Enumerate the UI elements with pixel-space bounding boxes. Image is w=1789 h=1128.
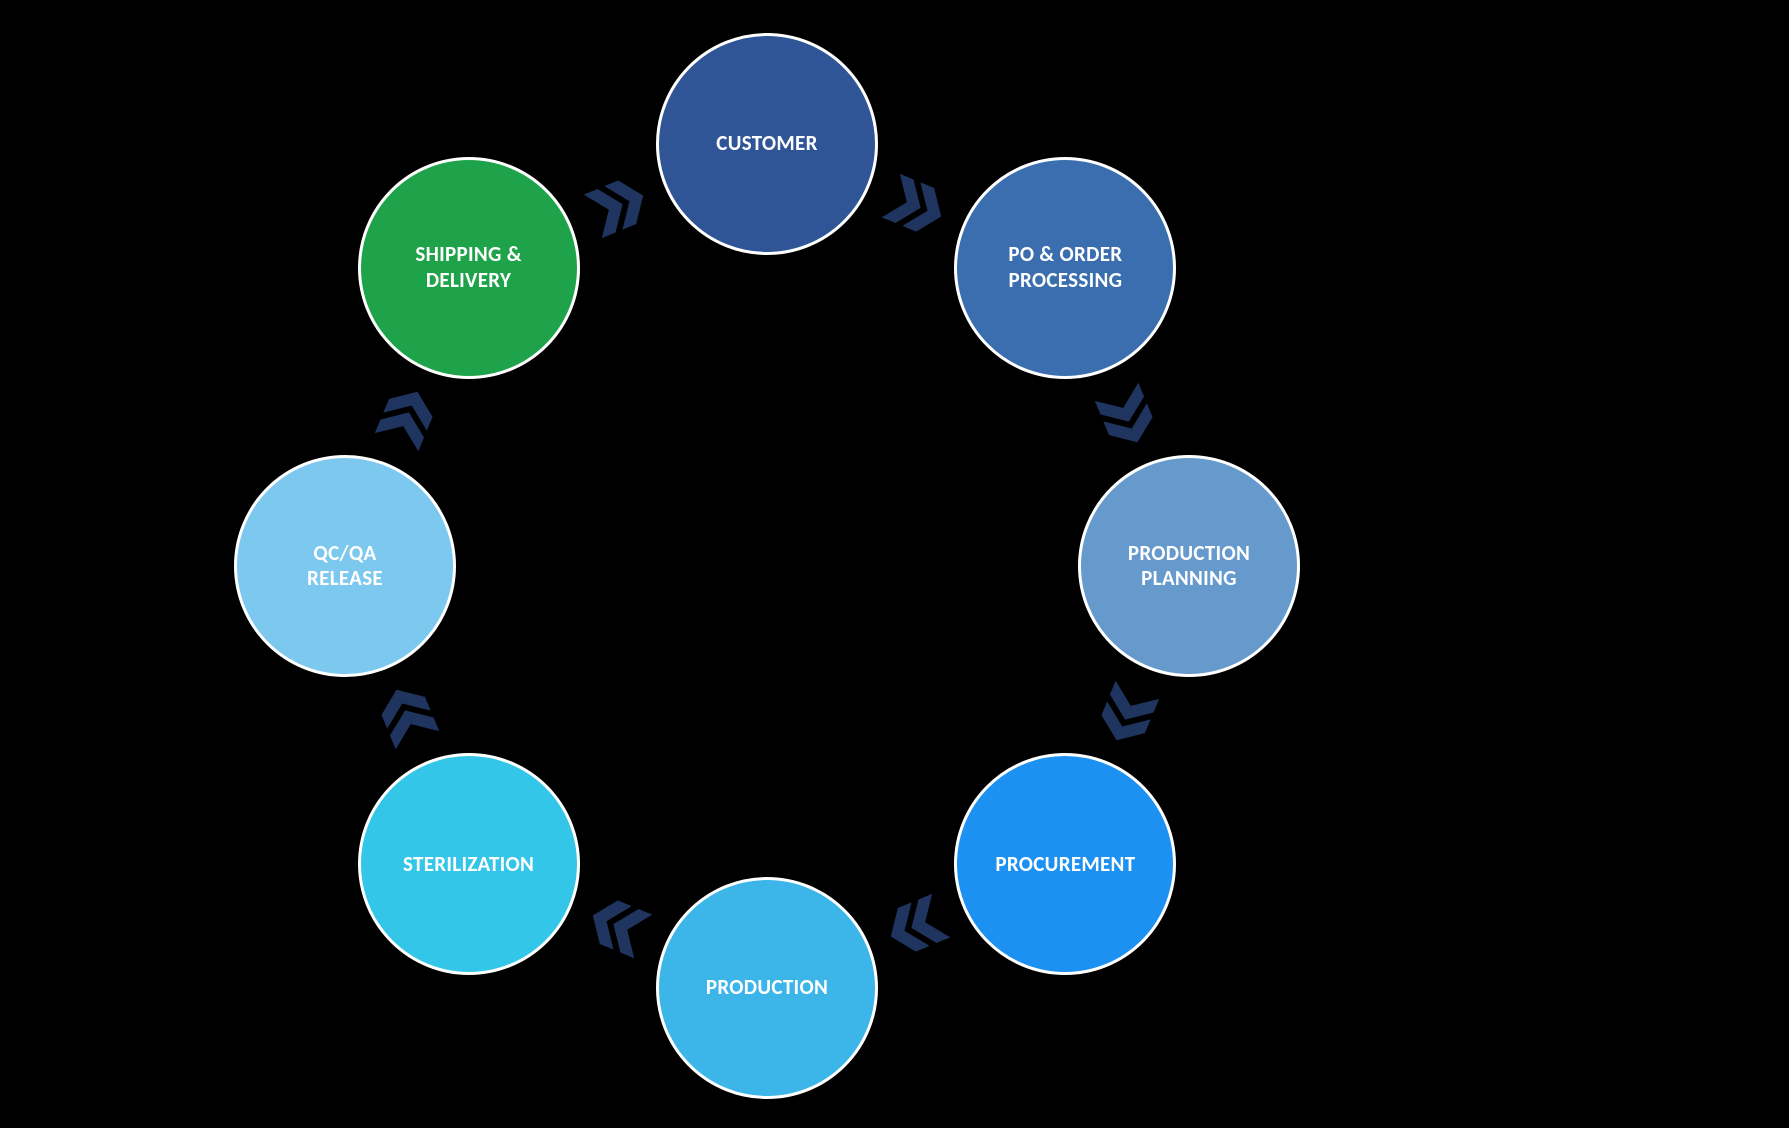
node-shipping-delivery: SHIPPING &DELIVERY	[358, 157, 580, 379]
node-production-planning: PRODUCTIONPLANNING	[1078, 455, 1300, 677]
node-sterilization: STERILIZATION	[358, 753, 580, 975]
node-label: PO & ORDERPROCESSING	[1008, 242, 1122, 292]
arrow-chevron-icon	[876, 165, 957, 246]
node-procurement: PROCUREMENT	[954, 753, 1176, 975]
node-label: PROCUREMENT	[995, 852, 1135, 877]
node-label: PRODUCTIONPLANNING	[1128, 541, 1250, 591]
node-customer: CUSTOMER	[656, 33, 878, 255]
arrow-chevron-icon	[876, 886, 957, 967]
arrow-chevron-icon	[577, 165, 658, 246]
node-qc-qa-release: QC/QARELEASE	[234, 455, 456, 677]
node-label: PRODUCTION	[706, 975, 828, 1000]
node-label: SHIPPING &DELIVERY	[415, 242, 521, 292]
arrow-chevron-icon	[1087, 376, 1168, 457]
node-production: PRODUCTION	[656, 877, 878, 1099]
arrow-chevron-icon	[1087, 675, 1168, 756]
arrow-chevron-icon	[366, 376, 447, 457]
arrow-chevron-icon	[577, 886, 658, 967]
arrow-chevron-icon	[366, 675, 447, 756]
node-label: CUSTOMER	[716, 131, 817, 156]
node-label: QC/QARELEASE	[307, 541, 383, 591]
node-label: STERILIZATION	[403, 852, 534, 877]
node-po-order-processing: PO & ORDERPROCESSING	[954, 157, 1176, 379]
process-cycle-diagram: CUSTOMER PO & ORDERPROCESSING PRODUCTIONPL…	[0, 0, 1789, 1128]
